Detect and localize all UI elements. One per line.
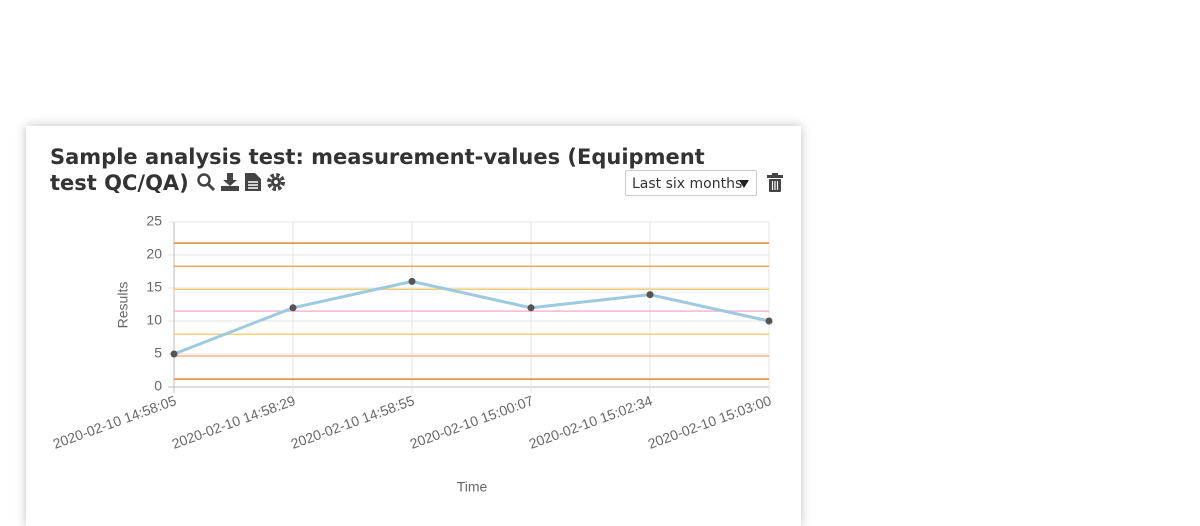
period-select[interactable]: Last six months <box>625 170 757 196</box>
series-line <box>173 279 770 356</box>
y-tick-label: 5 <box>154 345 162 361</box>
y-axis-label: Results <box>115 282 131 329</box>
period-text: Last six months <box>632 176 743 192</box>
data-point <box>408 277 416 285</box>
page: Sample analysis test: measurement-values… <box>50 145 783 495</box>
x-axis-label: Time <box>457 479 488 495</box>
dropdown-arrow <box>739 180 749 188</box>
x-tick-label: 2020-02-10 15:02:34 <box>527 392 655 452</box>
data-point <box>289 304 297 312</box>
data-point <box>765 317 773 325</box>
data-point <box>646 291 654 299</box>
y-tick-label: 10 <box>146 312 162 328</box>
x-tick-label: 2020-02-10 14:58:05 <box>51 392 179 452</box>
card: Sample analysis test: measurement-values… <box>26 126 801 526</box>
title-text: Sample analysis test: measurement-values… <box>50 145 705 195</box>
y-tick-label: 0 <box>154 378 162 394</box>
y-tick-label: 20 <box>146 246 162 262</box>
x-tick-label: 2020-02-10 15:00:07 <box>408 392 536 452</box>
toolbar <box>196 172 286 192</box>
y-tick-label: 25 <box>146 213 162 229</box>
delete-icon[interactable] <box>767 173 783 193</box>
data-point <box>170 350 178 358</box>
search-icon[interactable] <box>196 172 216 192</box>
data-point <box>527 304 535 312</box>
x-tick-label: 2020-02-10 14:58:55 <box>289 392 417 452</box>
chart: Results Time 0 5 10 15 20 25 2020-02-10 14:58:… <box>51 213 774 495</box>
download-icon[interactable] <box>220 172 240 192</box>
x-tick-label: 2020-02-10 14:58:29 <box>170 392 298 452</box>
x-tick-label: 2020-02-10 15:03:00 <box>646 392 774 452</box>
settings-icon[interactable] <box>266 172 286 192</box>
file-icon[interactable] <box>244 172 262 192</box>
card-title: Sample analysis test: measurement-values… <box>50 144 750 196</box>
y-tick-label: 15 <box>146 279 162 295</box>
